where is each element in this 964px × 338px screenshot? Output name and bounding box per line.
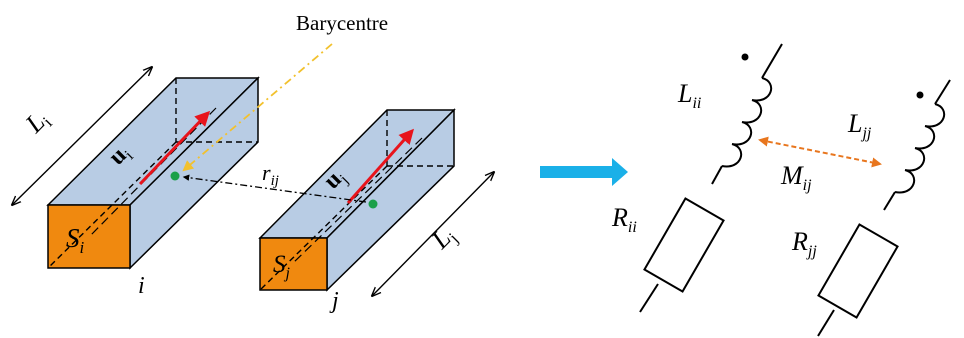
label-R-jj: Rjj <box>791 227 817 260</box>
resistor-jj <box>817 223 899 319</box>
inductor-coil-ii <box>721 77 773 168</box>
inductor-coil-jj <box>894 103 946 194</box>
resistor-ii <box>643 197 725 293</box>
circuit-branch-ii <box>639 43 783 313</box>
circuit-branch-jj <box>817 79 951 337</box>
barycentre-pointer-arrow <box>182 43 333 172</box>
distance-arrow-rij <box>182 174 367 203</box>
barycentre-label: Barycentre <box>296 11 388 35</box>
barycentre-dot-j <box>368 199 378 209</box>
label-L-jj: Ljj <box>847 109 872 142</box>
length-arrow-j <box>372 172 494 296</box>
transition-arrow <box>540 158 628 186</box>
barycentre-dot-i <box>170 171 180 181</box>
conductor-i-cross-section <box>47 204 131 269</box>
label-S-i: Si <box>66 223 85 257</box>
label-S-j: Sj <box>273 251 291 282</box>
label-j: j <box>329 288 339 314</box>
conductor-j-axis <box>291 137 423 265</box>
label-i: i <box>138 273 145 299</box>
conductor-j-cross-section <box>259 237 328 291</box>
label-r-ij: rij <box>262 160 279 189</box>
polarity-dot-jj <box>916 91 924 99</box>
label-L-ii: Lii <box>677 79 701 112</box>
label-L-i: Li <box>19 104 56 141</box>
mutual-inductance-arrow <box>758 136 882 168</box>
length-arrow-i <box>12 67 152 205</box>
current-vector-j <box>346 128 414 204</box>
label-R-ii: Rii <box>611 203 637 236</box>
polarity-dot-ii <box>741 53 749 61</box>
conductor-j <box>258 108 456 292</box>
label-M-ij: Mij <box>780 161 812 194</box>
label-L-j: Lj <box>425 220 462 257</box>
